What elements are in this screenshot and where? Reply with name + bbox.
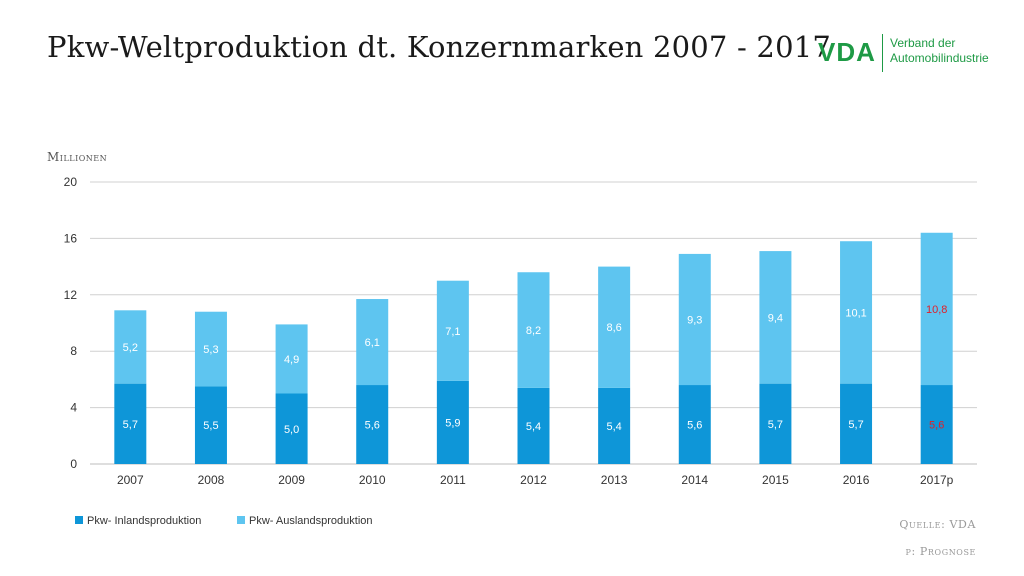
data-label-ausland: 5,3: [203, 344, 218, 356]
bar-auslandsproduktion: [759, 251, 792, 384]
bar-auslandsproduktion: [356, 299, 389, 386]
bar-inlandsproduktion: [678, 385, 711, 464]
y-tick-label: 0: [70, 457, 77, 471]
x-tick-label: 2009: [278, 473, 305, 487]
bar-inlandsproduktion: [920, 385, 953, 464]
data-label-inland: 5,9: [445, 417, 460, 429]
data-label-ausland: 9,4: [768, 312, 783, 324]
bar-auslandsproduktion: [598, 266, 631, 388]
logo-line-2: Automobilindustrie: [890, 51, 989, 65]
bar-auslandsproduktion: [436, 280, 469, 381]
bar-inlandsproduktion: [356, 385, 389, 464]
legend-swatch: [237, 516, 245, 524]
y-tick-label: 8: [70, 344, 77, 358]
y-tick-label: 16: [64, 231, 78, 245]
x-tick-label: 2015: [762, 473, 789, 487]
data-label-inland: 5,5: [203, 420, 218, 432]
data-label-ausland: 9,3: [687, 314, 702, 326]
logo-line-1: Verband der: [890, 36, 956, 50]
data-label-ausland: 7,1: [445, 326, 460, 338]
forecast-note: p: Prognose: [905, 545, 976, 558]
bar-inlandsproduktion: [275, 393, 308, 464]
logo-text: Verband der Automobilindustrie: [890, 36, 989, 66]
data-label-ausland: 5,2: [123, 342, 138, 354]
data-label-ausland: 8,6: [606, 322, 621, 334]
bar-inlandsproduktion: [517, 387, 550, 464]
chart-title: Pkw-Weltproduktion dt. Konzernmarken 200…: [47, 30, 832, 64]
data-label-inland: 5,6: [365, 420, 380, 432]
data-label-ausland: 6,1: [365, 337, 380, 349]
x-tick-label: 2007: [117, 473, 144, 487]
data-label-ausland: 4,9: [284, 354, 299, 366]
data-label-inland: 5,6: [687, 420, 702, 432]
bar-auslandsproduktion: [517, 272, 550, 388]
legend-label: Pkw- Auslandsproduktion: [249, 515, 373, 527]
y-tick-label: 12: [64, 288, 78, 302]
bar-auslandsproduktion: [275, 324, 308, 394]
bar-inlandsproduktion: [194, 386, 227, 464]
bar-inlandsproduktion: [436, 380, 469, 464]
data-label-inland: 5,7: [848, 419, 863, 431]
data-label-ausland: 10,1: [845, 307, 866, 319]
x-tick-label: 2008: [198, 473, 225, 487]
data-label-ausland: 10,8: [926, 304, 947, 316]
unit-label: Millionen: [47, 150, 108, 164]
bar-auslandsproduktion: [114, 310, 147, 384]
logo-mark: VDA: [818, 37, 876, 67]
bar-inlandsproduktion: [840, 383, 873, 464]
bar-auslandsproduktion: [678, 253, 711, 386]
data-label-inland: 5,4: [606, 421, 621, 433]
data-label-inland: 5,0: [284, 424, 299, 436]
data-label-inland: 5,4: [526, 421, 541, 433]
source-note: Quelle: VDA: [899, 518, 976, 531]
data-label-inland: 5,7: [123, 419, 138, 431]
y-tick-label: 4: [70, 401, 77, 415]
x-tick-label: 2013: [601, 473, 628, 487]
x-tick-label: 2016: [843, 473, 870, 487]
x-tick-label: 2012: [520, 473, 547, 487]
data-label-ausland: 8,2: [526, 325, 541, 337]
logo-divider: [882, 34, 883, 72]
bar-auslandsproduktion: [194, 311, 227, 387]
data-label-inland: 5,6: [929, 420, 944, 432]
y-tick-label: 20: [64, 175, 78, 189]
legend-swatch: [75, 516, 83, 524]
bar-inlandsproduktion: [759, 383, 792, 464]
x-tick-label: 2011: [440, 473, 466, 487]
x-tick-label: 2010: [359, 473, 386, 487]
bar-auslandsproduktion: [840, 241, 873, 384]
x-tick-label: 2017p: [920, 473, 954, 487]
data-label-inland: 5,7: [768, 419, 783, 431]
legend-label: Pkw- Inlandsproduktion: [87, 515, 201, 527]
bar-inlandsproduktion: [114, 383, 147, 464]
x-tick-label: 2014: [681, 473, 708, 487]
bar-inlandsproduktion: [598, 387, 631, 464]
bar-auslandsproduktion: [920, 232, 953, 386]
